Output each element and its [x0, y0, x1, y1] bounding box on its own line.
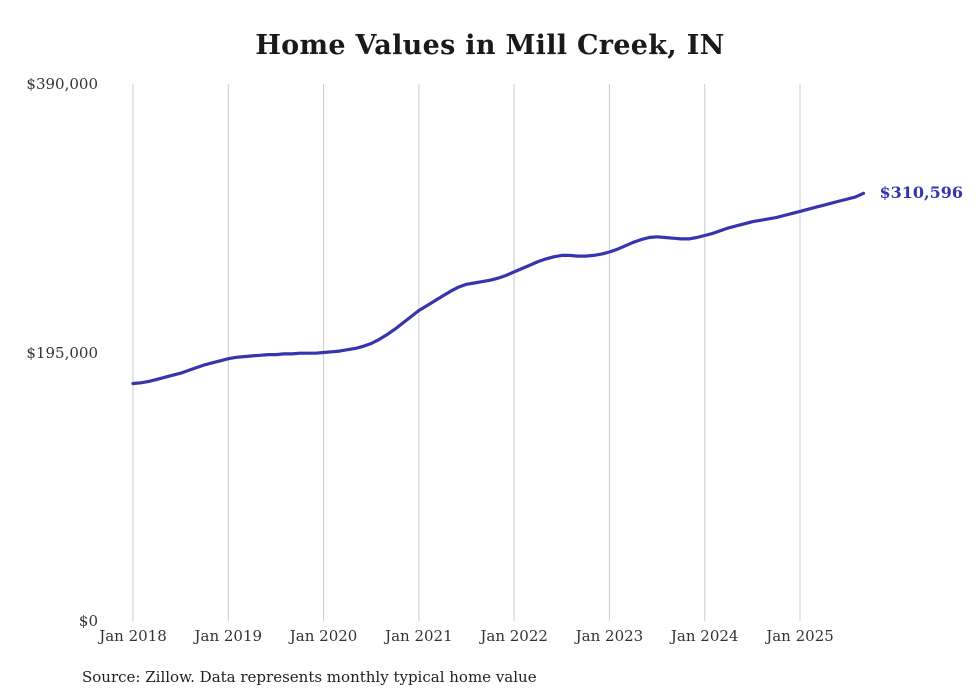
- x-tick-label: Jan 2020: [289, 627, 358, 645]
- x-tick-label: Jan 2018: [99, 627, 167, 645]
- x-tick-label: Jan 2022: [480, 627, 548, 645]
- chart-title: Home Values in Mill Creek, IN: [255, 30, 725, 61]
- y-tick-label: $390,000: [26, 75, 98, 93]
- y-tick-label: $0: [78, 612, 98, 630]
- y-tick-label: $195,000: [26, 343, 98, 362]
- source-note: Source: Zillow. Data represents monthly …: [82, 668, 537, 686]
- x-tick-label: Jan 2023: [575, 627, 644, 645]
- x-tick-label: Jan 2024: [670, 627, 739, 645]
- x-tick-label: Jan 2025: [766, 627, 834, 645]
- home-value-line: [131, 191, 866, 386]
- x-tick-label: Jan 2019: [194, 627, 263, 645]
- x-tick-label: Jan 2021: [385, 627, 453, 645]
- latest-value-label: $310,596: [879, 183, 964, 203]
